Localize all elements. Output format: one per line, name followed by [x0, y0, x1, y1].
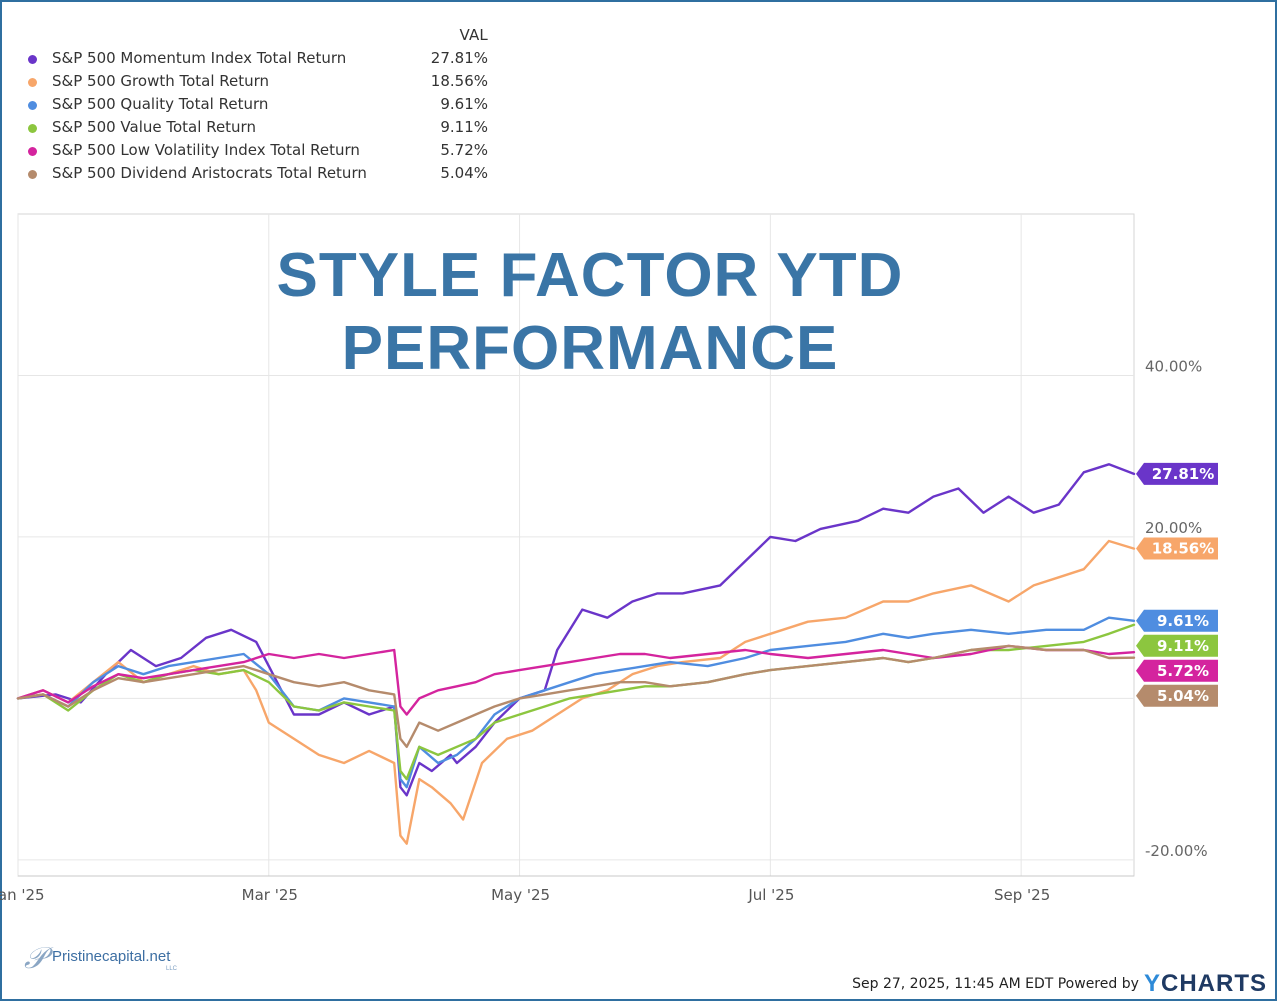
series-line — [16, 616, 1136, 789]
end-value-tag — [1136, 684, 1218, 707]
x-tick-label: Jul '25 — [747, 886, 794, 904]
legend-item-value: 9.61% — [440, 95, 488, 113]
legend-swatch — [28, 170, 37, 179]
legend-item-name: S&P 500 Low Volatility Index Total Retur… — [52, 141, 360, 159]
x-tick-label: Sep '25 — [994, 886, 1050, 904]
legend-swatch — [28, 124, 37, 133]
legend-item: S&P 500 Growth Total Return 18.56% — [28, 72, 488, 94]
legend-item-value: 9.11% — [440, 118, 488, 136]
legend-swatch — [28, 55, 37, 64]
legend-item-value: 5.04% — [440, 164, 488, 182]
legend-item-name: S&P 500 Value Total Return — [52, 118, 256, 136]
end-value-label: 9.11% — [1157, 637, 1209, 655]
legend-item: S&P 500 Value Total Return 9.11% — [28, 118, 488, 140]
legend-item-name: S&P 500 Growth Total Return — [52, 72, 270, 90]
brand-p-icon: 𝒫 — [24, 942, 46, 975]
y-tick-label: -20.00% — [1145, 842, 1208, 860]
end-value-tag — [1136, 537, 1218, 560]
legend-item: S&P 500 Quality Total Return 9.61% — [28, 95, 488, 117]
x-tick-label: Jan '25 — [0, 886, 45, 904]
brand-sub: LLC — [166, 966, 178, 972]
end-value-label: 9.61% — [1157, 612, 1209, 630]
end-value-label: 27.81% — [1152, 465, 1214, 483]
end-value-label: 18.56% — [1152, 540, 1214, 558]
end-value-tag — [1136, 634, 1218, 657]
legend-item-name: S&P 500 Quality Total Return — [52, 95, 269, 113]
series-line — [16, 644, 1136, 748]
legend-swatch — [28, 78, 37, 87]
ycharts-logo-rest: CHARTS — [1161, 970, 1267, 997]
legend-swatch — [28, 101, 37, 110]
brand-name: Pristinecapital.net — [52, 948, 171, 965]
chart-title-line-2: PERFORMANCE — [341, 314, 839, 383]
legend-item-value: 5.72% — [440, 141, 488, 159]
chart-title-line-1: STYLE FACTOR YTD — [276, 241, 904, 310]
y-tick-label: 20.00% — [1145, 519, 1202, 537]
end-value-tag — [1136, 659, 1218, 682]
footer-timestamp: Sep 27, 2025, 11:45 AM EDT Powered by — [852, 976, 1139, 992]
x-tick-label: Mar '25 — [242, 886, 298, 904]
legend-header: VAL — [459, 26, 488, 44]
ycharts-logo: YCHARTS — [1144, 970, 1267, 997]
y-tick-label: 40.00% — [1145, 357, 1202, 375]
legend-item-name: S&P 500 Dividend Aristocrats Total Retur… — [52, 164, 367, 182]
legend-item: S&P 500 Dividend Aristocrats Total Retur… — [28, 164, 488, 186]
end-value-label: 5.04% — [1157, 687, 1209, 705]
end-value-label: 5.72% — [1157, 662, 1209, 680]
legend-item-name: S&P 500 Momentum Index Total Return — [52, 49, 347, 67]
ycharts-logo-y: Y — [1143, 970, 1161, 997]
legend-item-value: 27.81% — [430, 49, 488, 67]
end-value-tag — [1136, 609, 1218, 632]
legend-item: S&P 500 Low Volatility Index Total Retur… — [28, 141, 488, 163]
x-tick-label: May '25 — [491, 886, 550, 904]
footer: Sep 27, 2025, 11:45 AM EDT Powered by YC… — [852, 970, 1267, 997]
legend-item-value: 18.56% — [430, 72, 488, 90]
legend-swatch — [28, 147, 37, 156]
plot-area — [17, 213, 1135, 877]
end-value-tag — [1136, 462, 1218, 485]
legend-item: S&P 500 Momentum Index Total Return 27.8… — [28, 49, 488, 71]
series-line — [16, 644, 1136, 716]
